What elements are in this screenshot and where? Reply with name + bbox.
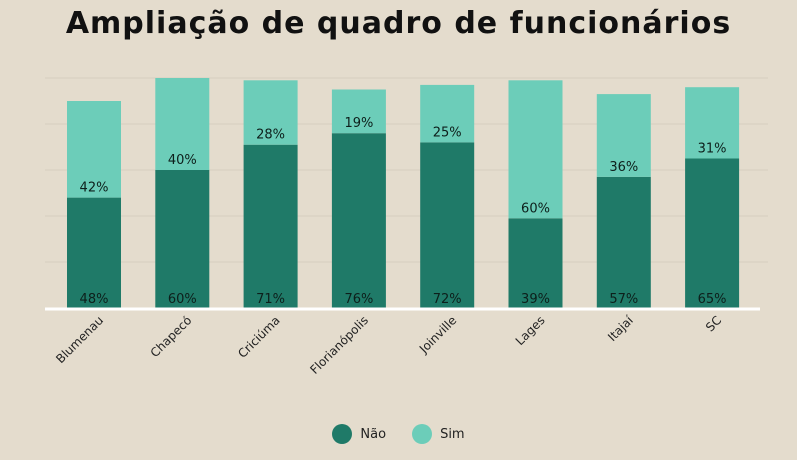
data-label-nao: 57% (609, 292, 638, 307)
data-label-sim: 42% (80, 181, 109, 196)
bar-sim (420, 84, 475, 143)
data-label-sim: 28% (256, 128, 285, 143)
x-tick-label: Joinville (416, 313, 459, 356)
data-label-nao: 65% (698, 292, 727, 307)
bar-nao (420, 142, 475, 308)
legend-item-sim: Sim (412, 424, 465, 444)
data-label-sim: 36% (609, 160, 638, 175)
legend-label-nao: Não (360, 426, 387, 442)
data-label-sim: 40% (168, 153, 197, 168)
bar-sim (508, 80, 563, 219)
bar-sim (155, 78, 210, 170)
chart-title: Ampliação de quadro de funcionários (65, 6, 732, 41)
bar-sim (243, 80, 298, 145)
x-tick-label: Criciúma (235, 313, 283, 361)
bar-nao (331, 133, 386, 308)
bar-sim (685, 87, 740, 159)
data-label-nao: 72% (433, 292, 462, 307)
legend-label-sim: Sim (440, 426, 465, 442)
bar-nao (155, 170, 210, 308)
legend-swatch-nao (332, 424, 353, 444)
chart-plot: 48% 42% Blumenau 60% 40% Chapecó 71% 28% Criciúm… (45, 77, 768, 377)
data-label-nao: 71% (256, 292, 285, 307)
bar-sim (67, 101, 121, 198)
bar-sim (596, 94, 651, 177)
legend-item-nao: Não (332, 424, 386, 444)
x-tick-label: Itajaí (605, 313, 636, 344)
data-label-sim: 25% (433, 125, 462, 140)
data-label-sim: 60% (521, 201, 550, 216)
x-tick-label: Lages (513, 313, 548, 348)
bar-nao (243, 144, 298, 308)
legend-swatch-sim (412, 424, 433, 444)
bar-nao (596, 176, 651, 308)
bar-nao (67, 197, 121, 308)
data-label-nao: 48% (80, 292, 109, 307)
legend: Não Sim (0, 424, 797, 444)
data-label-nao: 76% (344, 292, 373, 307)
bar-nao (685, 158, 740, 308)
x-tick-label: Florianópolis (307, 313, 371, 377)
bar-nao (508, 218, 563, 308)
x-tick-label: SC (703, 313, 724, 334)
data-label-sim: 19% (344, 116, 373, 131)
data-label-nao: 39% (521, 292, 550, 307)
data-label-sim: 31% (698, 142, 727, 157)
bar-sim (331, 89, 386, 134)
data-label-nao: 60% (168, 292, 197, 307)
x-tick-label: Blumenau (53, 313, 106, 366)
x-tick-label: Chapecó (148, 313, 195, 360)
